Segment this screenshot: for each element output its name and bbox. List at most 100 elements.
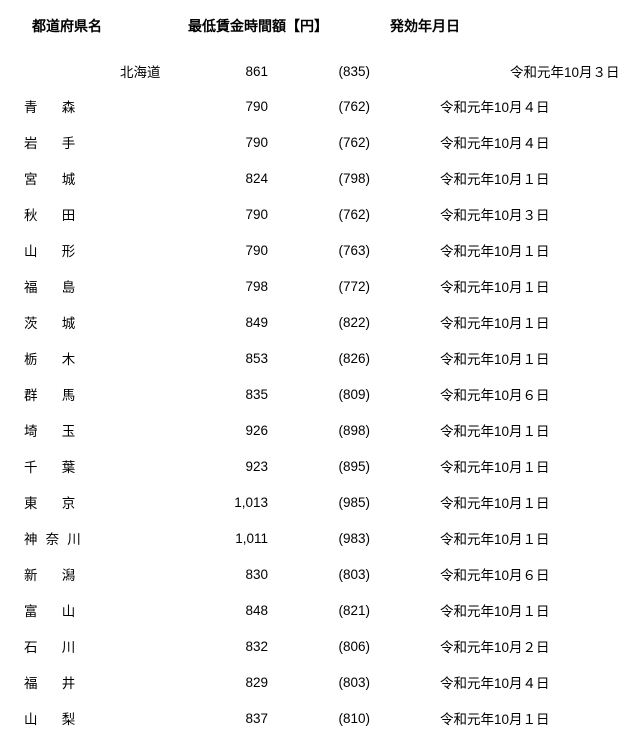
wage-current-cell: 1,013 — [180, 495, 300, 510]
effective-date-cell: 令和元年10月１日 — [390, 528, 640, 548]
table-row: 岩手790(762)令和元年10月４日 — [0, 124, 644, 160]
wage-previous-cell: (803) — [300, 567, 390, 582]
prefecture-cell: 新潟 — [0, 564, 180, 584]
wage-previous-cell: (822) — [300, 315, 390, 330]
table-header-row: 都道府県名 最低賃金時間額【円】 発効年月日 — [0, 16, 644, 54]
header-wage: 最低賃金時間額【円】 — [180, 16, 390, 36]
wage-current-cell: 790 — [180, 207, 300, 222]
wage-current-cell: 832 — [180, 639, 300, 654]
table-row: 新潟830(803)令和元年10月６日 — [0, 556, 644, 592]
wage-previous-cell: (762) — [300, 207, 390, 222]
wage-current-cell: 798 — [180, 279, 300, 294]
wage-previous-cell: (762) — [300, 99, 390, 114]
wage-previous-cell: (821) — [300, 603, 390, 618]
wage-previous-cell: (772) — [300, 279, 390, 294]
table-row: 宮城824(798)令和元年10月１日 — [0, 160, 644, 196]
prefecture-cell: 富山 — [0, 600, 180, 620]
prefecture-cell: 福井 — [0, 672, 180, 692]
wage-current-cell: 926 — [180, 423, 300, 438]
wage-current-cell: 853 — [180, 351, 300, 366]
prefecture-cell: 宮城 — [0, 168, 180, 188]
prefecture-cell: 北海道 — [0, 61, 180, 81]
effective-date-cell: 令和元年10月１日 — [390, 492, 640, 512]
table-row: 東京1,013(985)令和元年10月１日 — [0, 484, 644, 520]
effective-date-cell: 令和元年10月６日 — [390, 564, 640, 584]
header-date: 発効年月日 — [390, 16, 640, 36]
prefecture-cell: 栃木 — [0, 348, 180, 368]
wage-previous-cell: (983) — [300, 531, 390, 546]
effective-date-cell: 令和元年10月１日 — [390, 456, 640, 476]
prefecture-cell: 石川 — [0, 636, 180, 656]
wage-current-cell: 861 — [180, 64, 300, 79]
wage-previous-cell: (803) — [300, 675, 390, 690]
prefecture-cell: 群馬 — [0, 384, 180, 404]
wage-previous-cell: (810) — [300, 711, 390, 726]
wage-previous-cell: (798) — [300, 171, 390, 186]
prefecture-cell: 千葉 — [0, 456, 180, 476]
table-body: 北海道861(835)令和元年10月３日青森790(762)令和元年10月４日岩… — [0, 54, 644, 736]
wage-previous-cell: (835) — [300, 64, 390, 79]
table-row: 福井829(803)令和元年10月４日 — [0, 664, 644, 700]
effective-date-cell: 令和元年10月１日 — [390, 312, 640, 332]
prefecture-cell: 東京 — [0, 492, 180, 512]
wage-current-cell: 848 — [180, 603, 300, 618]
table-row: 北海道861(835)令和元年10月３日 — [0, 54, 644, 88]
effective-date-cell: 令和元年10月４日 — [390, 132, 640, 152]
table-row: 群馬835(809)令和元年10月６日 — [0, 376, 644, 412]
wage-current-cell: 849 — [180, 315, 300, 330]
wage-current-cell: 1,011 — [180, 531, 300, 546]
effective-date-cell: 令和元年10月３日 — [390, 204, 640, 224]
table-row: 山梨837(810)令和元年10月１日 — [0, 700, 644, 736]
effective-date-cell: 令和元年10月１日 — [390, 276, 640, 296]
wage-current-cell: 824 — [180, 171, 300, 186]
wage-previous-cell: (806) — [300, 639, 390, 654]
effective-date-cell: 令和元年10月１日 — [390, 600, 640, 620]
wage-previous-cell: (826) — [300, 351, 390, 366]
minimum-wage-table: 都道府県名 最低賃金時間額【円】 発効年月日 北海道861(835)令和元年10… — [0, 0, 644, 736]
prefecture-cell: 秋田 — [0, 204, 180, 224]
prefecture-cell: 福島 — [0, 276, 180, 296]
effective-date-cell: 令和元年10月１日 — [390, 420, 640, 440]
prefecture-cell: 青森 — [0, 96, 180, 116]
wage-current-cell: 835 — [180, 387, 300, 402]
wage-previous-cell: (762) — [300, 135, 390, 150]
wage-previous-cell: (809) — [300, 387, 390, 402]
table-row: 福島798(772)令和元年10月１日 — [0, 268, 644, 304]
effective-date-cell: 令和元年10月１日 — [390, 168, 640, 188]
table-row: 山形790(763)令和元年10月１日 — [0, 232, 644, 268]
table-row: 富山848(821)令和元年10月１日 — [0, 592, 644, 628]
effective-date-cell: 令和元年10月４日 — [390, 96, 640, 116]
wage-current-cell: 790 — [180, 243, 300, 258]
wage-previous-cell: (898) — [300, 423, 390, 438]
wage-previous-cell: (985) — [300, 495, 390, 510]
effective-date-cell: 令和元年10月４日 — [390, 672, 640, 692]
wage-current-cell: 829 — [180, 675, 300, 690]
header-prefecture: 都道府県名 — [0, 16, 180, 36]
wage-previous-cell: (763) — [300, 243, 390, 258]
wage-current-cell: 837 — [180, 711, 300, 726]
table-row: 秋田790(762)令和元年10月３日 — [0, 196, 644, 232]
wage-current-cell: 790 — [180, 135, 300, 150]
table-row: 栃木853(826)令和元年10月１日 — [0, 340, 644, 376]
table-row: 茨城849(822)令和元年10月１日 — [0, 304, 644, 340]
prefecture-cell: 山形 — [0, 240, 180, 260]
table-row: 青森790(762)令和元年10月４日 — [0, 88, 644, 124]
effective-date-cell: 令和元年10月１日 — [390, 348, 640, 368]
wage-current-cell: 923 — [180, 459, 300, 474]
wage-current-cell: 830 — [180, 567, 300, 582]
prefecture-cell: 茨城 — [0, 312, 180, 332]
effective-date-cell: 令和元年10月１日 — [390, 240, 640, 260]
effective-date-cell: 令和元年10月２日 — [390, 636, 640, 656]
wage-current-cell: 790 — [180, 99, 300, 114]
table-row: 埼玉926(898)令和元年10月１日 — [0, 412, 644, 448]
table-row: 石川832(806)令和元年10月２日 — [0, 628, 644, 664]
effective-date-cell: 令和元年10月３日 — [390, 61, 640, 81]
prefecture-cell: 神奈川 — [0, 528, 180, 548]
table-row: 千葉923(895)令和元年10月１日 — [0, 448, 644, 484]
prefecture-cell: 埼玉 — [0, 420, 180, 440]
prefecture-cell: 岩手 — [0, 132, 180, 152]
effective-date-cell: 令和元年10月１日 — [390, 708, 640, 728]
prefecture-cell: 山梨 — [0, 708, 180, 728]
table-row: 神奈川1,011(983)令和元年10月１日 — [0, 520, 644, 556]
effective-date-cell: 令和元年10月６日 — [390, 384, 640, 404]
